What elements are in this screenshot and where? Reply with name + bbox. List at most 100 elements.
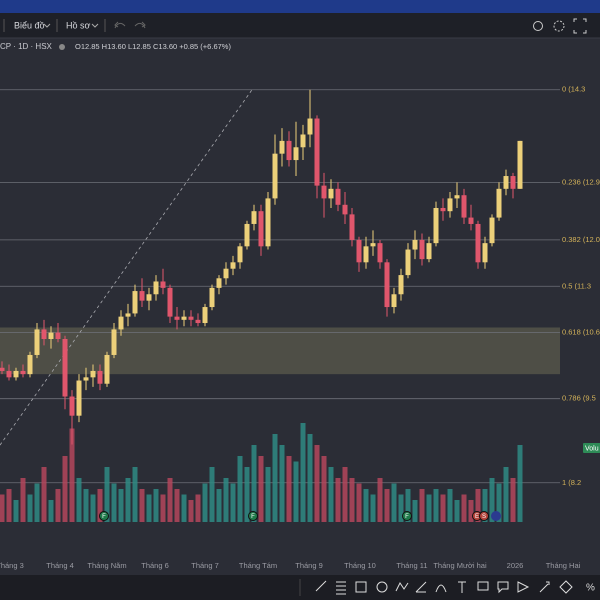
percent-tool[interactable]: % [586, 583, 595, 594]
pattern-tool[interactable] [517, 581, 530, 593]
volume-bar [97, 489, 103, 522]
note-tool[interactable] [477, 581, 489, 591]
volume-bar [377, 478, 383, 522]
candle-body [328, 188, 334, 199]
path-tool[interactable] [395, 582, 409, 592]
search-button[interactable] [533, 21, 543, 31]
volume-bar [475, 489, 481, 522]
candle-body [167, 287, 173, 317]
fib-level-label: 0.618 (10.6 [562, 328, 600, 337]
candle-body [90, 370, 96, 378]
volume-bar [104, 467, 110, 522]
volume-bar [314, 445, 320, 522]
candle-body [356, 239, 362, 263]
candle-body [111, 329, 117, 355]
ohlc-legend: O12.85 H13.60 L12.85 C13.60 +0.85 (+6.67… [75, 42, 231, 51]
volume-bar [118, 489, 124, 522]
candle-body [265, 198, 271, 247]
fib-tool[interactable] [336, 581, 346, 595]
chart-menu[interactable]: Biểu đồ [14, 20, 45, 30]
volume-bar [321, 456, 327, 522]
candle-body [482, 243, 488, 263]
text-tool[interactable] [458, 581, 466, 593]
x-tick-label: Tháng Mười hai [433, 561, 487, 570]
volume-bar [27, 494, 33, 522]
candle-body [321, 185, 327, 199]
volume-bar [482, 489, 488, 522]
volume-bar [237, 456, 243, 522]
candle-body [489, 217, 495, 244]
volume-bar [370, 494, 376, 522]
candle-body [153, 281, 159, 295]
callout-tool[interactable] [497, 581, 509, 594]
x-tick-label: Tháng Tám [239, 561, 277, 570]
candle-body [447, 198, 453, 212]
candle-body [48, 332, 54, 339]
event-marker [99, 511, 109, 521]
volume-bar [223, 478, 229, 522]
candle-body [237, 246, 243, 263]
candle-body [76, 380, 82, 416]
candle-body [181, 316, 187, 320]
candle-body [258, 211, 264, 247]
candle-body [132, 291, 138, 314]
rect-tool[interactable] [355, 581, 367, 593]
candle-body [426, 243, 432, 260]
circle-tool[interactable] [376, 581, 388, 593]
volume-bar [405, 489, 411, 522]
volume-bar [6, 489, 12, 522]
volume-bar [76, 478, 82, 522]
candle-body [307, 118, 313, 135]
candle-body [433, 207, 439, 244]
redo-button[interactable] [134, 21, 146, 29]
x-tick-label: Tháng 6 [141, 561, 169, 570]
volume-bar [111, 483, 117, 522]
event-label: F [405, 514, 409, 520]
x-tick-label: 2026 [507, 561, 524, 570]
settings-button[interactable] [553, 20, 565, 32]
x-tick-label: Tháng Năm [87, 561, 126, 570]
volume-bar [90, 494, 96, 522]
trend-line [0, 89, 253, 446]
measure-tool[interactable] [559, 580, 573, 594]
candle-body [503, 176, 509, 189]
plot-area: 0 (14.3 0.236 (12.9 0.382 (12.0 0.5 (11.3 0.… [0, 85, 600, 570]
candle-body [244, 223, 250, 247]
x-tick-label: Tháng 7 [191, 561, 219, 570]
candle-body [286, 140, 292, 161]
candle-body [41, 329, 47, 339]
undo-button[interactable] [114, 21, 126, 29]
volume-bar [251, 445, 257, 522]
volume-bar [202, 483, 208, 522]
trend-tool[interactable] [315, 580, 327, 592]
arc-tool[interactable] [435, 584, 447, 593]
candle-body [405, 249, 411, 276]
volume-bar [391, 483, 397, 522]
projection-tool[interactable] [539, 581, 550, 593]
volume-bar [440, 494, 446, 522]
volume-bar [286, 456, 292, 522]
volume-bar [384, 489, 390, 522]
chevron [43, 23, 51, 28]
x-tick-label: Tháng 9 [295, 561, 323, 570]
event-marker [402, 511, 412, 521]
candle-body [62, 338, 68, 397]
volume-bar [146, 494, 152, 522]
event-marker [248, 511, 258, 521]
candle-body [377, 243, 383, 263]
candle-body [97, 370, 103, 384]
candle-body [468, 217, 474, 224]
candle-body [6, 370, 12, 378]
volume-bar [62, 456, 68, 522]
angle-tool[interactable] [415, 581, 427, 593]
event-label: E [475, 514, 479, 520]
x-tick-label: Tháng 10 [344, 561, 376, 570]
volume-bar [69, 428, 75, 522]
fullscreen-button[interactable] [573, 18, 587, 34]
profile-menu[interactable]: Hồ sơ [66, 20, 91, 30]
volume-bar [279, 445, 285, 522]
candle-body [83, 377, 89, 381]
volume-bar [328, 467, 334, 522]
volume-bar [363, 489, 369, 522]
